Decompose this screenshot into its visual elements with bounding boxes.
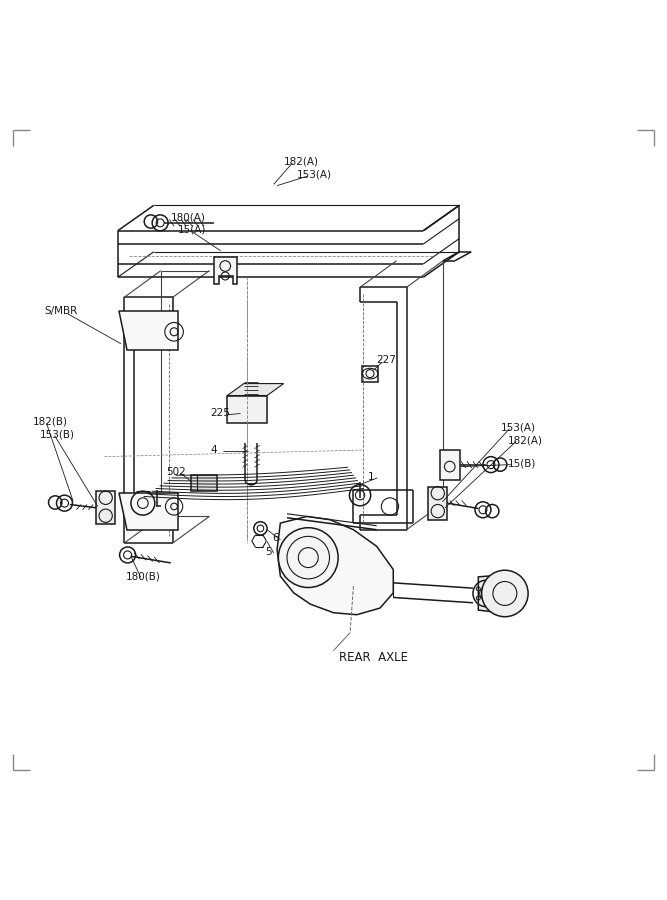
- Text: 15(B): 15(B): [508, 458, 536, 468]
- Polygon shape: [478, 575, 500, 612]
- Text: 182(A): 182(A): [283, 156, 319, 166]
- Text: 153(A): 153(A): [501, 422, 536, 432]
- Text: 153(B): 153(B): [40, 429, 75, 439]
- Text: 4: 4: [211, 445, 217, 455]
- Text: 180(B): 180(B): [126, 572, 161, 581]
- Polygon shape: [191, 475, 217, 491]
- Text: 153(A): 153(A): [297, 169, 332, 179]
- Polygon shape: [214, 257, 237, 284]
- Text: S/MBR: S/MBR: [45, 305, 78, 316]
- Text: REAR  AXLE: REAR AXLE: [339, 652, 408, 664]
- Text: 6: 6: [272, 534, 279, 544]
- Polygon shape: [96, 491, 115, 525]
- Text: 182(B): 182(B): [33, 417, 68, 427]
- Bar: [362, 365, 378, 382]
- Text: 225: 225: [211, 409, 231, 419]
- Polygon shape: [428, 487, 447, 519]
- Text: 15(A): 15(A): [177, 224, 206, 235]
- Polygon shape: [277, 517, 394, 615]
- Circle shape: [278, 527, 338, 588]
- Text: 1: 1: [368, 472, 375, 482]
- Text: 227: 227: [377, 356, 397, 365]
- Polygon shape: [227, 395, 267, 423]
- Polygon shape: [227, 383, 283, 395]
- Text: 502: 502: [166, 467, 186, 477]
- Polygon shape: [440, 450, 460, 480]
- Text: 182(A): 182(A): [508, 435, 542, 445]
- Text: 180(A): 180(A): [171, 212, 205, 222]
- Polygon shape: [119, 493, 178, 530]
- Circle shape: [482, 571, 528, 617]
- Polygon shape: [119, 310, 178, 350]
- Text: 5: 5: [265, 546, 271, 556]
